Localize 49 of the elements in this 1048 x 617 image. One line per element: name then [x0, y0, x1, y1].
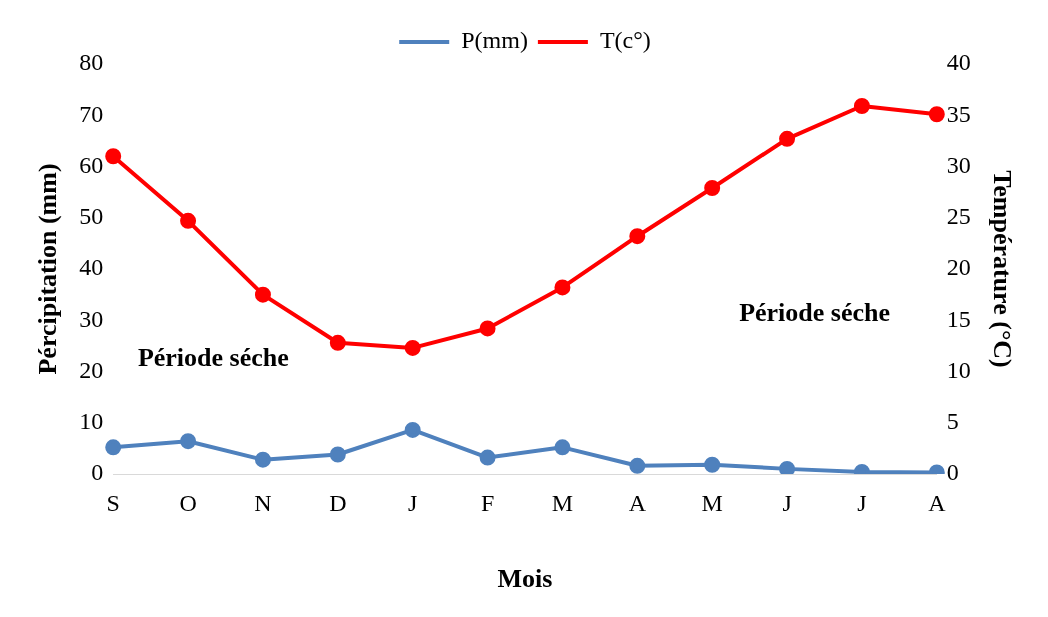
x-tick-label: A [928, 489, 947, 516]
point [479, 320, 496, 337]
y2-tick-label: 0 [946, 459, 959, 486]
y-tick-label: 50 [79, 203, 104, 230]
point [779, 130, 796, 147]
y-tick-label: 60 [79, 151, 104, 178]
point [105, 148, 122, 165]
y-tick-label: 0 [91, 459, 104, 486]
y2-tick-label: 5 [946, 408, 959, 435]
y-tick-label: 70 [79, 100, 104, 127]
point [554, 279, 571, 296]
y-tick-label: 80 [79, 49, 104, 76]
x-tick-label: O [179, 489, 197, 516]
x-tick-label: A [628, 489, 647, 516]
y2-tick-label: 30 [946, 151, 971, 178]
annotation: Période séche [739, 297, 891, 327]
x-tick-label: M [551, 489, 574, 516]
y2-tick-label: 20 [946, 254, 971, 281]
point [254, 286, 271, 303]
y2-tick-label: 15 [946, 305, 971, 332]
y2-tick-label: 35 [946, 100, 971, 127]
point [704, 180, 721, 197]
point [404, 339, 421, 356]
legend-label: P(mm) [461, 27, 528, 54]
x-tick-label: S [106, 489, 120, 516]
x-tick-label: M [701, 489, 723, 516]
x-tick-label: F [480, 489, 495, 516]
y2-tick-label: 25 [946, 203, 971, 230]
y2-tick-label: 10 [946, 356, 971, 383]
y2-tick-label: 40 [946, 49, 971, 76]
y-tick-label: 20 [79, 356, 104, 383]
y-axis-title: Pércipitation (mm) [33, 163, 63, 375]
y2-axis-title: Température (°C) [987, 170, 1017, 368]
x-tick-label: J [782, 489, 792, 516]
legend-label: T(c°) [599, 27, 651, 54]
x-tick-label: J [408, 489, 418, 516]
x-tick-label: J [857, 489, 867, 516]
y-tick-label: 10 [79, 408, 104, 435]
annotation: Période séche [137, 342, 289, 372]
point [329, 334, 346, 351]
y-tick-label: 30 [79, 305, 104, 332]
point [853, 98, 870, 115]
x-tick-label: N [254, 489, 272, 516]
x-axis-title: Mois [497, 564, 553, 594]
point [180, 212, 197, 229]
point [629, 228, 646, 245]
y-tick-label: 40 [79, 254, 104, 281]
x-tick-label: D [329, 489, 347, 516]
point [928, 106, 945, 123]
